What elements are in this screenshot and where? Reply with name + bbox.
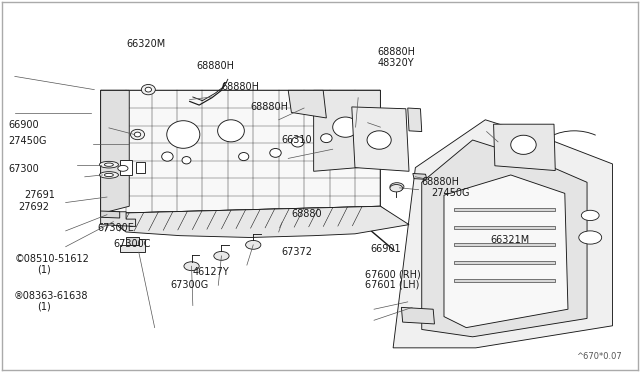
Text: 68880H: 68880H	[196, 61, 234, 71]
Ellipse shape	[141, 84, 156, 95]
Text: 67300: 67300	[8, 164, 39, 174]
Ellipse shape	[182, 157, 191, 164]
Polygon shape	[401, 307, 435, 324]
Polygon shape	[393, 120, 612, 348]
Ellipse shape	[321, 134, 332, 142]
Text: 27691: 27691	[24, 190, 55, 200]
Polygon shape	[493, 124, 556, 170]
Circle shape	[390, 185, 403, 192]
Polygon shape	[422, 140, 587, 337]
Polygon shape	[120, 239, 145, 252]
Circle shape	[581, 210, 599, 221]
Text: ®08363-61638: ®08363-61638	[13, 291, 88, 301]
Ellipse shape	[167, 121, 200, 148]
Text: 67372: 67372	[282, 247, 313, 257]
Ellipse shape	[239, 153, 249, 161]
Text: 67300G: 67300G	[171, 280, 209, 289]
Text: 27450G: 27450G	[8, 136, 47, 146]
Ellipse shape	[291, 137, 304, 147]
Text: 66321M: 66321M	[490, 235, 530, 246]
Circle shape	[214, 251, 229, 260]
Circle shape	[184, 262, 199, 270]
Circle shape	[390, 183, 404, 191]
Ellipse shape	[99, 161, 118, 168]
Ellipse shape	[218, 120, 244, 142]
Text: 68880H: 68880H	[250, 102, 288, 112]
Ellipse shape	[99, 171, 118, 178]
Text: 27450G: 27450G	[431, 187, 470, 198]
Polygon shape	[100, 206, 403, 230]
Polygon shape	[444, 175, 568, 328]
Ellipse shape	[134, 132, 141, 137]
Ellipse shape	[104, 173, 113, 177]
Polygon shape	[126, 237, 139, 245]
Text: 67601 (LH): 67601 (LH)	[365, 280, 419, 289]
Ellipse shape	[104, 163, 113, 166]
Text: 67300C: 67300C	[113, 239, 151, 249]
Text: 67300E: 67300E	[97, 223, 134, 233]
Text: 46127Y: 46127Y	[193, 267, 230, 278]
Bar	[454, 208, 556, 211]
Polygon shape	[408, 108, 422, 132]
Bar	[454, 279, 556, 282]
Text: 66320M: 66320M	[126, 39, 165, 49]
Bar	[136, 162, 145, 173]
Text: (1): (1)	[37, 265, 51, 275]
Circle shape	[118, 166, 128, 171]
Ellipse shape	[145, 87, 152, 92]
Text: 66900: 66900	[8, 120, 39, 130]
Text: (1): (1)	[37, 302, 51, 312]
Text: 68880H: 68880H	[422, 177, 460, 187]
Text: 68880: 68880	[291, 209, 322, 219]
Circle shape	[579, 231, 602, 244]
Text: 67600 (RH): 67600 (RH)	[365, 269, 420, 279]
Polygon shape	[100, 206, 409, 237]
Text: 48320Y: 48320Y	[377, 58, 414, 68]
Text: 66901: 66901	[371, 244, 401, 254]
Polygon shape	[288, 90, 326, 118]
Polygon shape	[100, 90, 380, 214]
Bar	[454, 226, 556, 229]
Text: 68880H: 68880H	[377, 47, 415, 57]
Bar	[454, 243, 556, 246]
Text: ©08510-51612: ©08510-51612	[15, 254, 90, 264]
Ellipse shape	[162, 152, 173, 161]
Ellipse shape	[511, 135, 536, 154]
Polygon shape	[100, 211, 120, 218]
Polygon shape	[413, 173, 427, 179]
Ellipse shape	[131, 129, 145, 140]
Ellipse shape	[333, 117, 358, 137]
Bar	[120, 160, 132, 175]
Text: 68880H: 68880H	[221, 82, 259, 92]
Text: 66310: 66310	[282, 135, 312, 145]
Polygon shape	[314, 90, 380, 171]
Ellipse shape	[270, 148, 281, 157]
Polygon shape	[100, 90, 129, 214]
Circle shape	[246, 240, 261, 249]
Text: ^670*0.07: ^670*0.07	[576, 352, 622, 361]
Ellipse shape	[367, 131, 391, 149]
Polygon shape	[352, 107, 409, 171]
Text: 27692: 27692	[18, 202, 49, 212]
Polygon shape	[100, 212, 136, 227]
Bar	[454, 261, 556, 264]
